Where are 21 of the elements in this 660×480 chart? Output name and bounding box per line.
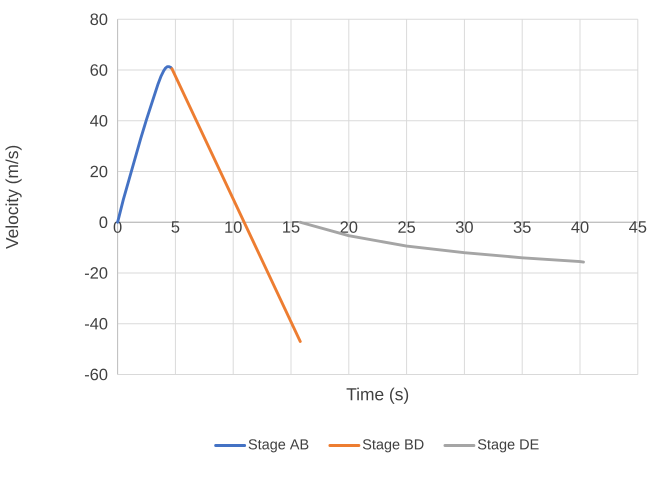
x-tick-label: 30 <box>456 221 473 234</box>
x-tick-label: 35 <box>514 221 531 234</box>
y-tick-label: 80 <box>90 14 108 26</box>
legend-label: Stage AB <box>248 439 308 452</box>
y-axis-title: Velocity (m/s) <box>5 146 22 250</box>
y-tick-label: -40 <box>84 318 108 330</box>
x-tick-label: 15 <box>283 221 300 233</box>
x-tick-label: 25 <box>398 221 416 234</box>
y-tick-label: -20 <box>84 267 108 279</box>
x-tick-label: 45 <box>629 221 646 233</box>
legend-label: Stage DE <box>478 439 539 452</box>
x-tick-label: 5 <box>171 221 180 233</box>
y-tick-label: 40 <box>90 115 108 127</box>
x-tick-label: 10 <box>225 221 242 234</box>
y-tick-label: -60 <box>84 368 108 380</box>
y-tick-label: 60 <box>90 64 108 76</box>
legend-label: Stage BD <box>362 439 424 452</box>
x-tick-label: 40 <box>571 221 588 234</box>
y-tick-label: 20 <box>90 166 108 178</box>
x-tick-label: 20 <box>340 221 358 234</box>
x-axis-title: Time (s) <box>346 388 408 404</box>
